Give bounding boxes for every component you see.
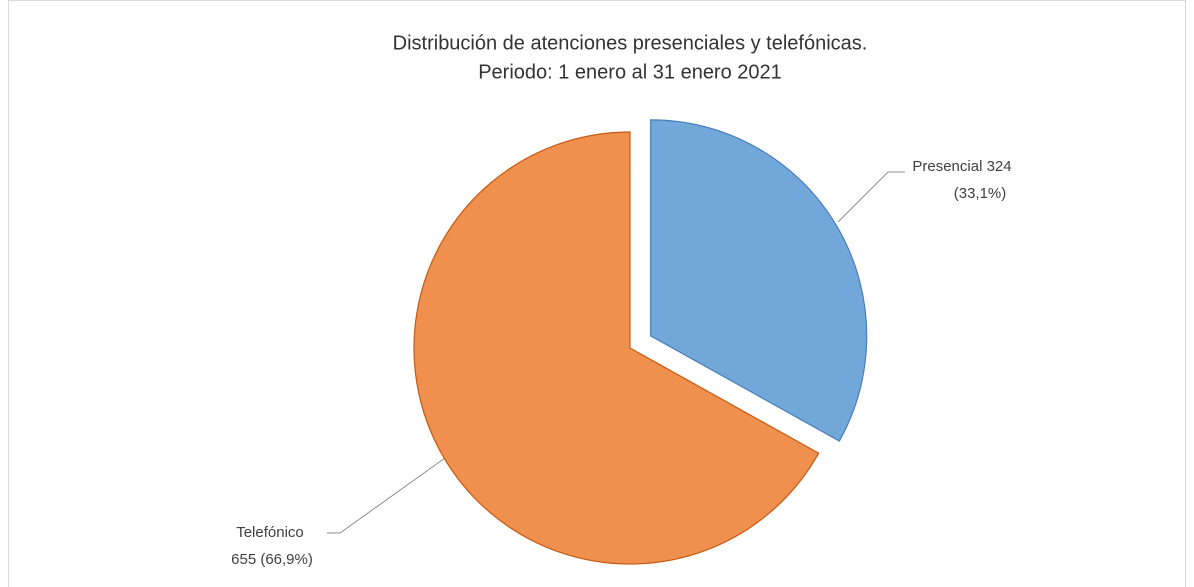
pie-slice xyxy=(650,119,868,442)
pie-slice xyxy=(413,131,820,565)
chart-title: Distribución de atenciones presenciales … xyxy=(393,32,868,54)
chart-subtitle: Periodo: 1 enero al 31 enero 2021 xyxy=(478,61,782,83)
data-label: Telefónico xyxy=(236,524,304,541)
data-label: 655 (66,9%) xyxy=(231,551,313,568)
leader-line xyxy=(327,457,446,534)
data-label: (33,1%) xyxy=(954,185,1007,202)
data-label: Presencial 324 xyxy=(912,158,1011,175)
leader-line xyxy=(837,171,905,223)
